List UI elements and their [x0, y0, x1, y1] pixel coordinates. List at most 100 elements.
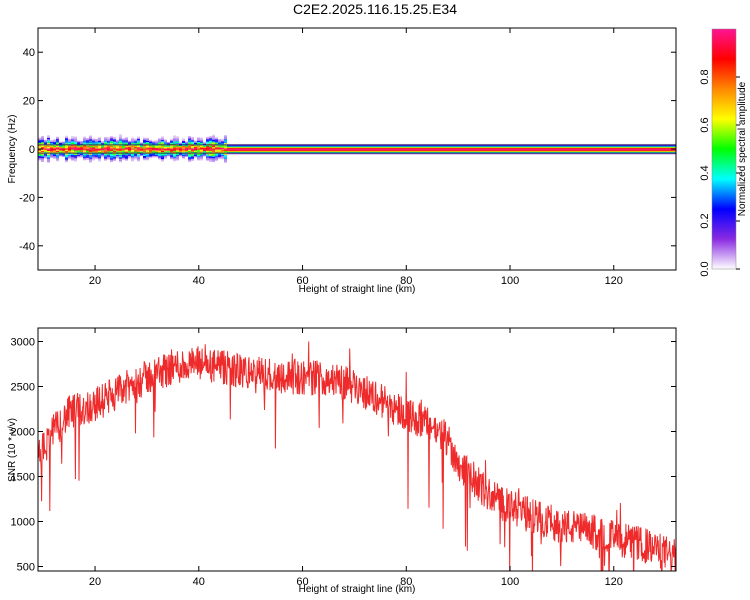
- heatmap-cell: [116, 151, 119, 153]
- heatmap-cell: [104, 154, 107, 156]
- heatmap-cell: [215, 148, 218, 150]
- heatmap-cell: [194, 148, 197, 150]
- heatmap-cell: [62, 147, 65, 149]
- heatmap-cell: [155, 146, 158, 148]
- heatmap-cell: [206, 148, 209, 150]
- heatmap-cell: [113, 157, 116, 159]
- heatmap-cell: [194, 147, 197, 149]
- heatmap-cell: [131, 140, 134, 142]
- heatmap-cell: [212, 143, 215, 145]
- heatmap-cell: [224, 145, 227, 148]
- heatmap-cell: [140, 151, 143, 153]
- heatmap-cell: [161, 136, 164, 138]
- heatmap-cell: [200, 151, 203, 153]
- heatmap-cell: [104, 156, 107, 158]
- spectrogram-x-tick-label: 80: [400, 275, 412, 287]
- heatmap-cell: [68, 143, 71, 145]
- heatmap-cell: [209, 150, 212, 153]
- heatmap-cell: [149, 149, 152, 151]
- heatmap-cell: [146, 151, 149, 153]
- heatmap-cell: [146, 154, 149, 156]
- heatmap-cell: [86, 139, 89, 141]
- heatmap-cell: [125, 149, 128, 151]
- heatmap-cell: [47, 145, 50, 148]
- heatmap-cell: [215, 158, 218, 160]
- heatmap-cell: [89, 140, 92, 142]
- heatmap-cell: [86, 141, 89, 143]
- heatmap-cell: [131, 159, 134, 161]
- heatmap-cell: [62, 155, 65, 157]
- heatmap-cell: [110, 138, 113, 140]
- heatmap-cell: [107, 158, 110, 160]
- heatmap-cell: [212, 160, 215, 163]
- heatmap-cell: [164, 156, 167, 158]
- heatmap-cell: [209, 155, 212, 158]
- heatmap-cell: [92, 141, 95, 143]
- heatmap-cell: [95, 158, 98, 160]
- heatmap-cell: [179, 153, 182, 155]
- heatmap-cell: [92, 159, 95, 161]
- heatmap-cell: [224, 156, 227, 158]
- heatmap-cell: [107, 142, 110, 144]
- heatmap-cell: [197, 156, 200, 158]
- heatmap-cell: [155, 150, 158, 152]
- heatmap-cell: [194, 142, 197, 144]
- heatmap-cell: [83, 138, 86, 140]
- heatmap-cell: [215, 142, 218, 145]
- heatmap-cell: [188, 137, 191, 139]
- heatmap-cell: [212, 134, 215, 136]
- heatmap-cell: [131, 143, 134, 145]
- heatmap-cell: [47, 139, 50, 141]
- heatmap-cell: [155, 150, 158, 152]
- heatmap-cell: [140, 145, 143, 147]
- heatmap-cell: [140, 143, 143, 145]
- heatmap-cell: [89, 135, 92, 137]
- heatmap-cell: [203, 154, 206, 156]
- heatmap-cell: [110, 135, 113, 138]
- heatmap-cell: [185, 143, 188, 145]
- heatmap-cell: [53, 155, 56, 157]
- heatmap-cell: [98, 140, 101, 142]
- heatmap-cell: [170, 149, 173, 151]
- heatmap-cell: [224, 150, 227, 153]
- heatmap-cell: [98, 153, 101, 155]
- heatmap-cell: [206, 151, 209, 154]
- heatmap-cell: [185, 151, 188, 153]
- colorbar-ticks: 0.00.20.40.60.8: [699, 69, 740, 277]
- heatmap-cell: [206, 147, 209, 149]
- heatmap-cell: [95, 157, 98, 159]
- heatmap-cell: [161, 160, 164, 162]
- heatmap-cell: [173, 148, 176, 150]
- heatmap-cell: [137, 143, 140, 145]
- heatmap-cell: [158, 143, 161, 145]
- heatmap-cell: [197, 147, 200, 149]
- heatmap-cell: [104, 139, 107, 141]
- heatmap-cell: [203, 147, 206, 149]
- heatmap-cell: [38, 139, 41, 141]
- heatmap-cell: [146, 153, 149, 155]
- heatmap-cell: [98, 160, 101, 162]
- heatmap-cell: [191, 159, 194, 162]
- heatmap-cell: [74, 159, 77, 161]
- heatmap-cell: [95, 138, 98, 140]
- heatmap-cell: [89, 159, 92, 162]
- heatmap-cell: [95, 155, 98, 157]
- heatmap-cell: [98, 143, 101, 145]
- heatmap-cell: [179, 143, 182, 145]
- heatmap-cell: [206, 136, 209, 139]
- heatmap-cell: [125, 142, 128, 144]
- heatmap-cell: [47, 158, 50, 161]
- heatmap-cell: [164, 149, 167, 151]
- heatmap-cell: [50, 156, 53, 158]
- heatmap-cell: [170, 146, 173, 148]
- spectrogram-y-tick-label: 20: [23, 96, 35, 108]
- heatmap-cell: [215, 151, 218, 153]
- heatmap-cell: [74, 140, 77, 142]
- heatmap-cell: [101, 148, 104, 150]
- heatmap-cell: [197, 153, 200, 155]
- heatmap-cell: [50, 148, 53, 150]
- heatmap-cell: [110, 150, 113, 153]
- heatmap-cell: [92, 157, 95, 159]
- heatmap-cell: [164, 151, 167, 153]
- heatmap-cell: [212, 153, 215, 155]
